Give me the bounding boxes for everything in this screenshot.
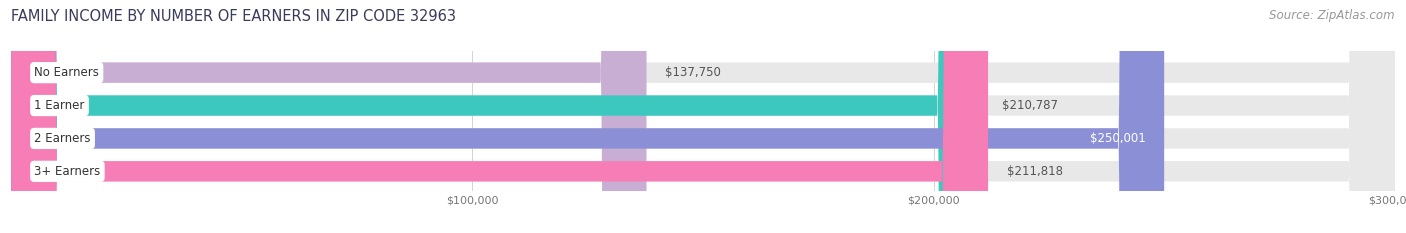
Text: 3+ Earners: 3+ Earners xyxy=(34,165,101,178)
FancyBboxPatch shape xyxy=(11,0,1395,233)
Text: $210,787: $210,787 xyxy=(1002,99,1057,112)
Text: $137,750: $137,750 xyxy=(665,66,721,79)
FancyBboxPatch shape xyxy=(11,0,1395,233)
Text: $211,818: $211,818 xyxy=(1007,165,1063,178)
Text: FAMILY INCOME BY NUMBER OF EARNERS IN ZIP CODE 32963: FAMILY INCOME BY NUMBER OF EARNERS IN ZI… xyxy=(11,9,457,24)
Text: Source: ZipAtlas.com: Source: ZipAtlas.com xyxy=(1270,9,1395,22)
Text: 2 Earners: 2 Earners xyxy=(34,132,91,145)
FancyBboxPatch shape xyxy=(11,0,983,233)
Text: $250,001: $250,001 xyxy=(1090,132,1146,145)
Text: 1 Earner: 1 Earner xyxy=(34,99,84,112)
FancyBboxPatch shape xyxy=(11,0,1395,233)
FancyBboxPatch shape xyxy=(11,0,1164,233)
FancyBboxPatch shape xyxy=(11,0,1395,233)
Text: No Earners: No Earners xyxy=(34,66,100,79)
FancyBboxPatch shape xyxy=(11,0,647,233)
FancyBboxPatch shape xyxy=(11,0,988,233)
